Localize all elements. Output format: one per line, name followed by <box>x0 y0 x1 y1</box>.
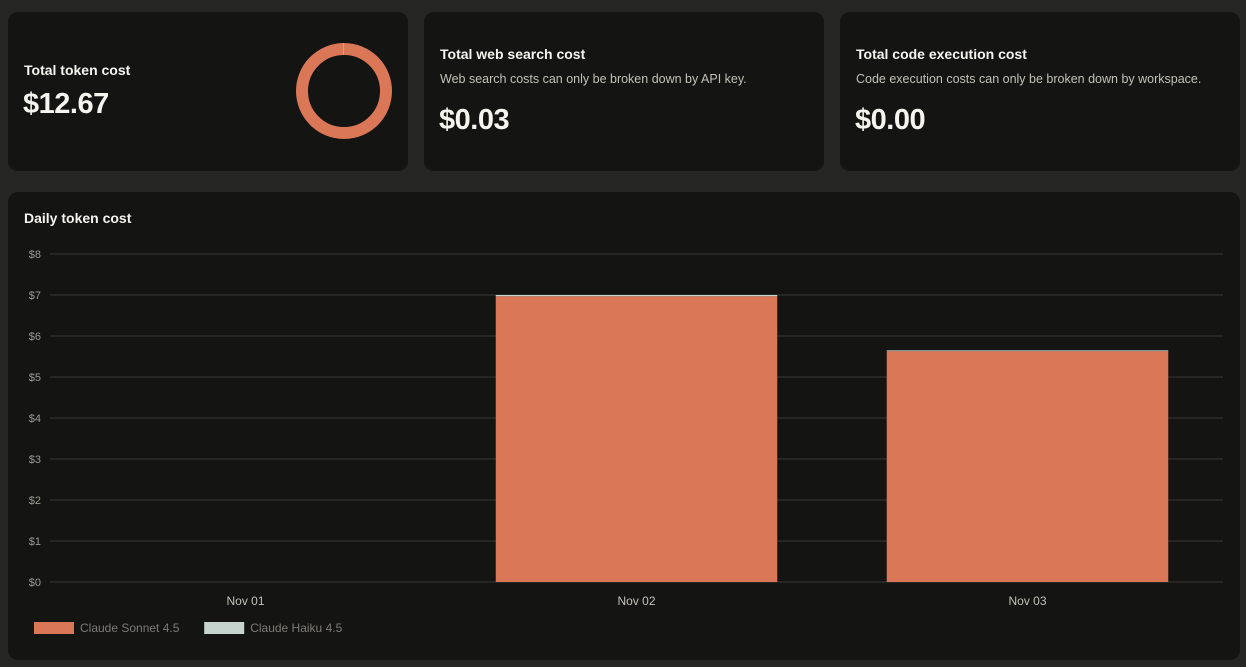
daily-token-cost-title: Daily token cost <box>24 210 132 226</box>
donut-slice-1[interactable] <box>296 43 392 139</box>
y-tick-label: $0 <box>29 577 41 589</box>
token-cost-card: Total token cost $12.67 <box>8 12 408 171</box>
y-tick-label: $4 <box>29 413 41 425</box>
y-tick-label: $1 <box>29 536 41 548</box>
code-execution-cost-subtitle: Code execution costs can only be broken … <box>856 72 1202 86</box>
web-search-cost-title: Total web search cost <box>440 46 586 62</box>
legend-swatch[interactable] <box>204 622 245 634</box>
x-tick-label: Nov 02 <box>617 594 655 608</box>
web-search-cost-subtitle: Web search costs can only be broken down… <box>440 72 747 86</box>
y-tick-label: $7 <box>29 290 41 302</box>
web-search-cost-card: Total web search cost Web search costs c… <box>424 12 824 171</box>
daily-token-cost-chart: $0 $1 $2 $3 $4 $5 $6 $7 $8 Nov 01 Nov 02 Nov 03 Clau… <box>29 249 1223 635</box>
code-execution-cost-value: $0.00 <box>855 104 926 136</box>
code-execution-cost-card: Total code execution cost Code execution… <box>840 12 1240 171</box>
y-tick-label: $6 <box>29 331 41 343</box>
bar-nov-02-series-0[interactable] <box>495 296 778 582</box>
legend-label[interactable]: Claude Sonnet 4.5 <box>80 621 180 635</box>
web-search-cost-value: $0.03 <box>439 104 510 136</box>
bar-nov-02-series-1[interactable] <box>495 295 778 297</box>
bar-nov-03-series-0[interactable] <box>886 351 1169 582</box>
daily-token-cost-card: Daily token cost $0 $1 $2 $3 $4 $5 $6 $7 $8 Nov 0… <box>8 192 1240 660</box>
donut-slice-0[interactable] <box>296 43 392 139</box>
x-tick-label: Nov 01 <box>226 594 264 608</box>
legend-swatch[interactable] <box>34 622 74 634</box>
token-cost-donut-chart[interactable] <box>294 41 394 141</box>
token-cost-value: $12.67 <box>23 88 109 120</box>
y-tick-label: $3 <box>29 454 41 466</box>
legend-label[interactable]: Claude Haiku 4.5 <box>250 621 342 635</box>
token-cost-title: Total token cost <box>24 62 131 78</box>
x-tick-label: Nov 03 <box>1008 594 1046 608</box>
y-tick-label: $5 <box>29 372 41 384</box>
y-tick-label: $2 <box>29 495 41 507</box>
y-tick-label: $8 <box>29 249 41 261</box>
code-execution-cost-title: Total code execution cost <box>856 46 1027 62</box>
bar-nov-03-series-1[interactable] <box>886 350 1169 352</box>
